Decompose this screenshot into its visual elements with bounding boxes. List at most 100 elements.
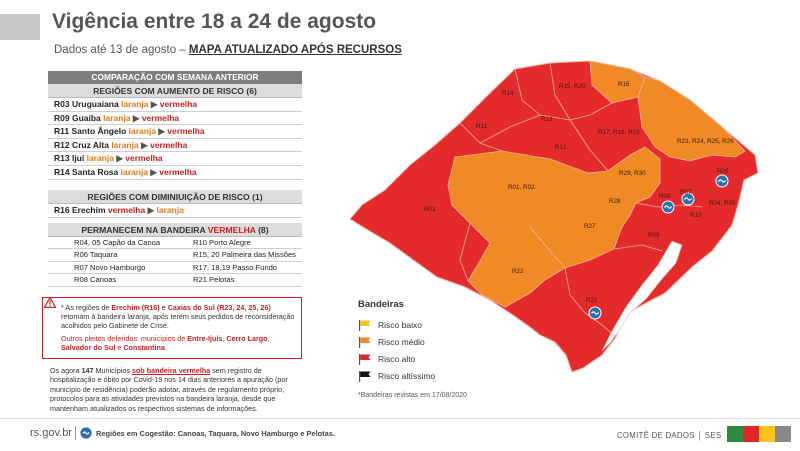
cogestao-icon [80, 427, 92, 439]
remain-region: R15, 20 Palmeira das Missões [175, 249, 302, 262]
legend-item: Risco altíssimo [358, 367, 435, 384]
flag-to: vermelha [159, 166, 197, 177]
warning-icon [44, 297, 56, 308]
map-label-r17-r19: R17, R18, R19 [598, 129, 640, 136]
arrow-icon: ▶ [138, 139, 150, 150]
arrow-icon: ▶ [148, 166, 160, 177]
bottom-count: 147 [81, 366, 94, 375]
map-label-r21: R21 [586, 297, 598, 304]
decrease-panel: REGIÕES COM DIMINIUIÇÃO DE RISCO (1) R16… [48, 190, 302, 218]
remain-region: R17, 18,19 Passo Fundo [175, 262, 302, 275]
legend-item: Risco baixo [358, 316, 435, 333]
comparison-panel: COMPARAÇÃO COM SEMANA ANTERIOR REGIÕES C… [48, 71, 302, 180]
region-name: R03 Uruguaiana [54, 99, 122, 109]
note-erechim: Erechim (R16) [111, 303, 160, 312]
region-name: R16 Erechim [54, 205, 108, 215]
bottom-text: Municípios [93, 366, 132, 375]
reconsideration-note: * As regiões de Erechim (R16) e Caxias d… [42, 297, 302, 359]
map-label-r22: R22 [512, 268, 524, 275]
remain-region: R06 Taquara [48, 249, 175, 262]
flag-icon [359, 353, 371, 365]
increase-header: REGIÕES COM AUMENTO DE RISCO (6) [48, 84, 302, 98]
remain-header-color: VERMELHA [207, 225, 256, 235]
region-change-row: R09 Guaíba laranja ▶ vermelha [48, 112, 302, 126]
map-label-r08: R08 [659, 193, 671, 200]
cogestao-map-icon [661, 200, 675, 214]
map-label-r23-r26: R23, R24, R25, R26 [677, 138, 734, 145]
bottom-text: sem registro de hospitalização e óbito p… [50, 366, 288, 413]
increase-list: R03 Uruguaiana laranja ▶ vermelha R09 Gua… [48, 98, 302, 180]
map-label-r03: R03 [424, 206, 436, 213]
page-title: Vigência entre 18 a 24 de agosto [52, 10, 377, 33]
color-swatch [759, 426, 775, 442]
cogestao-icons [588, 174, 729, 320]
color-swatch [743, 426, 759, 442]
map-region-r23-26 [637, 76, 746, 162]
map-label-r07: R07 [680, 189, 692, 196]
region-name: R13 Ijuí [54, 153, 87, 164]
arrow-icon: ▶ [145, 205, 157, 215]
site-link[interactable]: rs.gov.br [30, 427, 72, 439]
region-change-row: R03 Uruguaiana laranja ▶ vermelha [48, 98, 302, 112]
note-municipality: Entre-Ijuís [187, 333, 223, 343]
map-label-r14: R14 [502, 90, 514, 97]
remain-region: R10 Porto Alegre [175, 237, 302, 250]
note-text: . [164, 342, 167, 352]
page-subtitle: Dados até 13 de agosto – MAPA ATUALIZADO… [54, 44, 402, 56]
map-label-r29-r30: R29, R30 [619, 170, 646, 177]
legend-title: Bandeiras [358, 299, 404, 310]
map-label-r15-r20: R15, R20 [559, 83, 586, 90]
remain-region: R08 Canoas [48, 274, 175, 287]
map-label-r01-r02: R01, R02 [508, 184, 535, 191]
flag-to: vermelha [159, 99, 198, 109]
comite-label: COMITÊ DE DADOS │ SES [617, 431, 722, 440]
title-accent-bar [0, 14, 40, 40]
flag-from: laranja [121, 99, 149, 109]
remain-grid: R04, 05 Capão da Canoa R10 Porto Alegre R0… [48, 237, 302, 287]
footer-divider [0, 418, 800, 419]
note-caxias: Caxias do Sul (R23, 24, 25, 26) [167, 303, 271, 312]
note-text: Outros pleitos deferidos: municípios de [61, 333, 188, 343]
remain-region: R21 Pelotas [175, 274, 302, 287]
flag-icon [359, 319, 371, 331]
remain-header-count: (8) [255, 225, 269, 235]
map-label-r12: R12 [555, 144, 567, 151]
bottom-text: Os agora [50, 366, 82, 375]
rs-region-map: R14 R15, R20 R16 R11 R13 R12 R17, R18, R… [349, 60, 759, 373]
note-paragraph-1: * As regiões de Erechim (R16) e Caxias d… [61, 303, 297, 331]
comparison-header: COMPARAÇÃO COM SEMANA ANTERIOR [48, 71, 302, 84]
region-name: R11 Santo Ângelo [54, 126, 129, 137]
legend-label: Risco médio [378, 336, 425, 347]
remain-region: R04, 05 Capão da Canoa [48, 237, 175, 250]
remain-region: R07 Novo Hamburgo [48, 262, 175, 275]
subtitle-date: Dados até 13 de agosto – [54, 44, 186, 56]
region-change-row: R16 Erechim vermelha ▶ laranja [48, 204, 302, 218]
map-label-r28: R28 [609, 198, 621, 205]
map-region-borders [459, 62, 703, 338]
note-municipality: Constantina [123, 342, 165, 352]
map-label-r09: R09 [648, 232, 660, 239]
color-swatch [775, 426, 791, 442]
legend-label: Risco altíssimo [378, 370, 436, 381]
note-text: e [159, 303, 168, 312]
flag-from: laranja [103, 112, 131, 123]
legend-item: Risco médio [358, 333, 435, 350]
map-label-r10: R10 [690, 212, 702, 219]
legend-label: Risco baixo [378, 319, 422, 330]
revised-date-note: *Bandeiras revistas em 17/08/2020 [358, 392, 467, 399]
region-name: R14 Santa Rosa [54, 166, 121, 177]
note-municipality: Salvador do Sul [61, 342, 116, 352]
map-label-r04-r05: R04, R05 [709, 200, 736, 207]
flag-from: vermelha [107, 205, 146, 215]
map-label-r27: R27 [584, 223, 596, 230]
cogestao-map-icon [715, 174, 729, 188]
map-label-r11: R11 [476, 123, 488, 130]
bottom-red-flag: sob bandeira vermelha [131, 366, 211, 375]
flag-to: vermelha [167, 126, 205, 137]
legend-items: Risco baixo Risco médio Risco alto Risco al… [358, 316, 435, 384]
cogestao-text: Regiões em Cogestão: Canoas, Taquara, No… [96, 429, 335, 438]
legend-label: Risco alto [378, 353, 416, 364]
note-text: * As regiões de [61, 303, 112, 312]
note-text: e [115, 342, 124, 352]
note-municipality: Cerro Largo [226, 333, 268, 343]
